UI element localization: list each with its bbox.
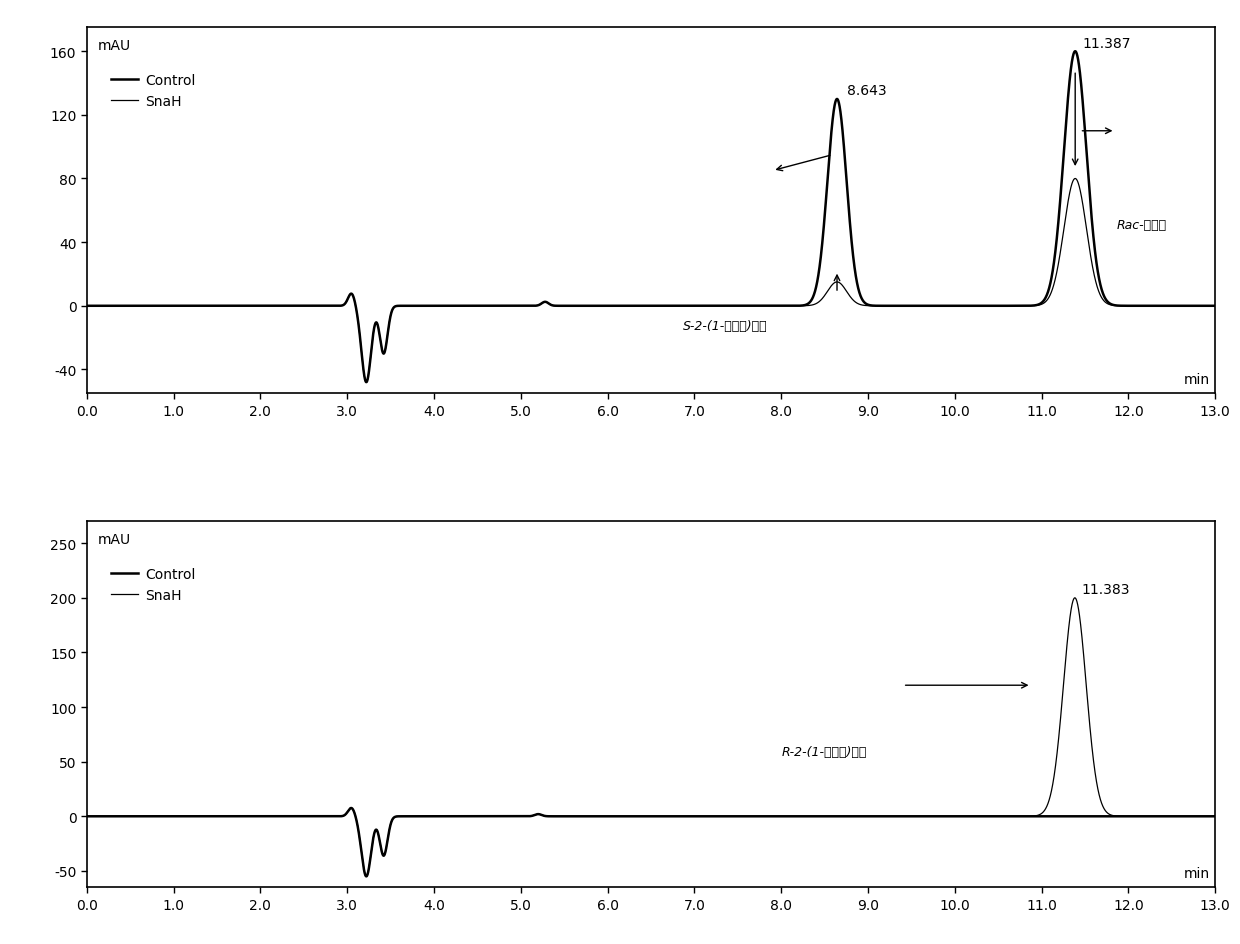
Text: min: min xyxy=(1183,866,1209,880)
Text: 11.383: 11.383 xyxy=(1081,582,1131,596)
Text: mAU: mAU xyxy=(98,40,131,53)
Text: R-2-(1-萸氧基)丙酸: R-2-(1-萸氧基)丙酸 xyxy=(782,746,867,758)
Text: S-2-(1-萸氧基)丙酸: S-2-(1-萸氧基)丙酸 xyxy=(682,319,768,332)
Text: 8.643: 8.643 xyxy=(847,84,887,98)
Text: min: min xyxy=(1183,373,1209,386)
Text: mAU: mAU xyxy=(98,532,131,547)
Text: 11.387: 11.387 xyxy=(1083,37,1131,51)
Legend: Control, SnaH: Control, SnaH xyxy=(105,562,201,608)
Legend: Control, SnaH: Control, SnaH xyxy=(105,68,201,114)
Text: Rac-攸草胺: Rac-攸草胺 xyxy=(1116,219,1167,232)
